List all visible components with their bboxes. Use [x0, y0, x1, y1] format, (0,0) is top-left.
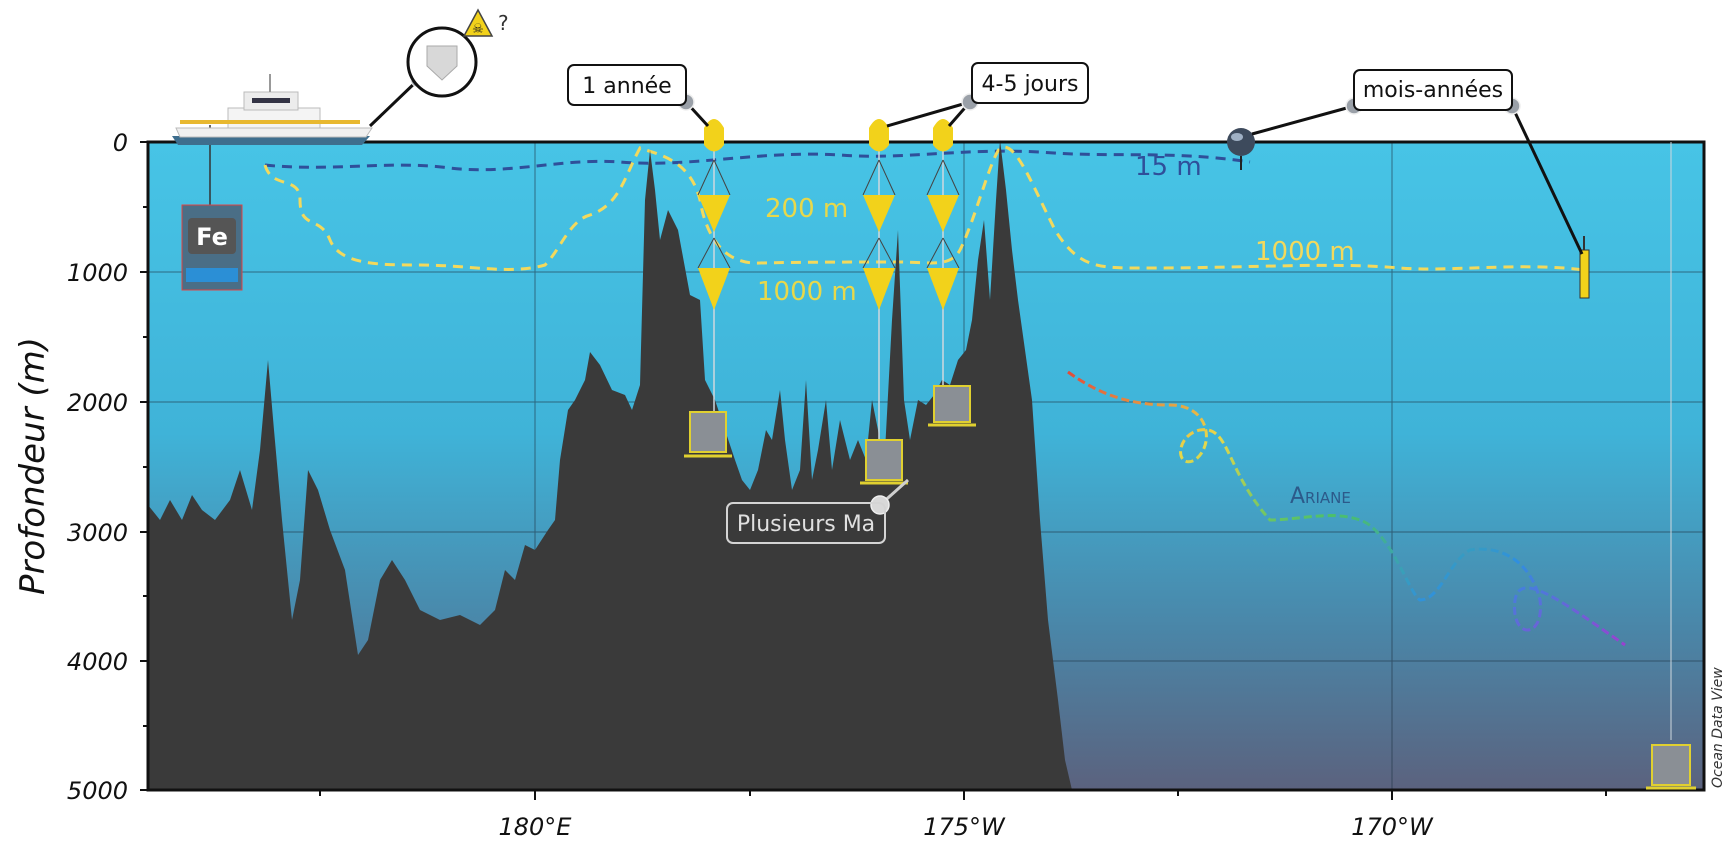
y-axis-title: Profondeur (m): [13, 337, 53, 595]
trap-icon: [927, 268, 959, 310]
trap-icon: [863, 195, 895, 232]
y-tick-label: 5000: [67, 777, 128, 805]
surface-buoy-icon: [1227, 128, 1255, 170]
question-mark: ?: [498, 11, 509, 35]
ocean-data-view-credit: Ocean Data View: [1710, 667, 1726, 788]
fe-label: Fe: [196, 223, 228, 251]
deep-lander-icon: [1646, 142, 1696, 790]
trap-icon: [698, 195, 730, 232]
svg-text:☠: ☠: [472, 22, 484, 37]
trap-mooring-1: [684, 119, 732, 458]
y-tick-label: 3000: [67, 519, 128, 547]
callout-one-year: 1 année: [567, 64, 710, 128]
ariane-label: Ariane: [1290, 484, 1351, 509]
yellow-dashed-contour: [263, 145, 1586, 272]
label-1000m-float: 1000 m: [1255, 237, 1355, 267]
trap-icon: [927, 195, 959, 232]
label-1000m-traps: 1000 m: [757, 277, 857, 307]
lander-icon: [928, 385, 976, 427]
trap-mooring-2: [860, 119, 908, 485]
callout-months-years: mois-années: [1251, 69, 1584, 255]
y-tick-label: 0: [113, 129, 128, 157]
label-15m: 15 m: [1135, 152, 1202, 182]
trap-icon: [698, 268, 730, 310]
y-tick-label: 1000: [67, 259, 128, 287]
label-200m: 200 m: [765, 194, 848, 224]
hazard-icon: [462, 8, 494, 37]
callout-one-year-text: 1 année: [582, 74, 671, 99]
trap-mooring-3: [926, 119, 976, 427]
lander-icon: [684, 411, 732, 458]
x-tick-label: 175°W: [923, 813, 1006, 841]
callout-several-ma-text: Plusieurs Ma: [737, 512, 875, 537]
y-tick-label: 4000: [67, 648, 128, 676]
float-icon: [704, 119, 724, 152]
callout-several-ma: Plusieurs Ma: [726, 478, 909, 544]
ship-sample-callout: ☠ ?: [368, 8, 509, 128]
float-icon: [869, 119, 889, 152]
seafloor-bathymetry: [148, 140, 1072, 790]
x-axis: 180°E 175°W 170°W: [319, 790, 1607, 841]
ship-icon: [172, 74, 373, 145]
y-axis: 0 1000 2000 3000 4000 5000 Profondeur (m…: [13, 129, 148, 805]
profiling-float-icon: [1579, 236, 1590, 299]
surface-15m-dashed-line: [264, 149, 1251, 172]
x-tick-label: 180°E: [499, 813, 573, 841]
lander-icon: [860, 439, 908, 485]
fe-sampler-icon: Fe: [181, 125, 243, 291]
x-tick-label: 170°W: [1351, 813, 1434, 841]
float-icon: [933, 119, 953, 152]
trap-icon: [863, 268, 895, 310]
callout-four-five-days-text: 4-5 jours: [982, 72, 1079, 97]
callout-four-five-days: 4-5 jours: [886, 62, 1089, 128]
callout-months-years-text: mois-années: [1363, 78, 1503, 103]
y-tick-label: 2000: [67, 389, 128, 417]
ariane-glider-track: [1067, 370, 1626, 647]
